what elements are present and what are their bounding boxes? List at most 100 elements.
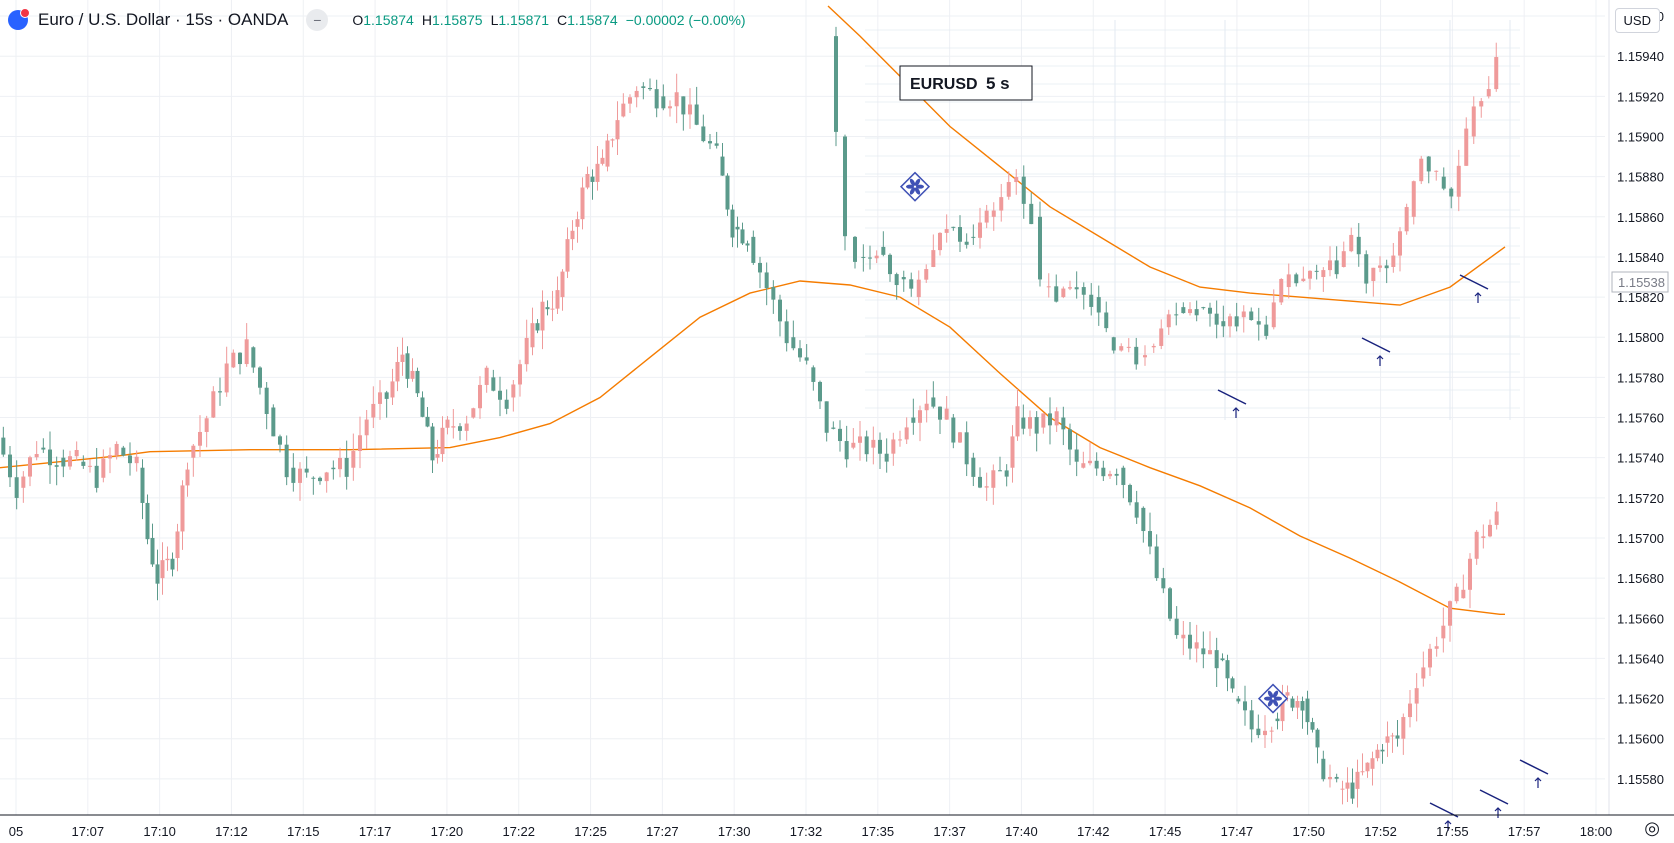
candle-body <box>1054 411 1059 426</box>
ohlc-values: O1.15874 H1.15875 L1.15871 C1.15874 −0.0… <box>352 12 745 28</box>
candle-body <box>311 477 316 479</box>
candle-body <box>1290 698 1295 708</box>
candle-body <box>701 126 706 142</box>
chart-settings-icon[interactable]: ◎ <box>1644 818 1660 838</box>
candle-body <box>68 456 72 467</box>
time-tick-label: 17:45 <box>1149 824 1182 839</box>
candle-body <box>1174 314 1179 316</box>
time-tick-label: 17:12 <box>215 824 248 839</box>
candle-body <box>648 87 652 90</box>
signal-arrow-icon <box>1534 777 1542 788</box>
inset-grid <box>865 20 1520 420</box>
change-value: −0.00002 (−0.00%) <box>625 12 746 28</box>
candle-body <box>931 250 936 267</box>
candle-body <box>1404 207 1409 232</box>
candle-body <box>1481 536 1486 538</box>
candle-body <box>1054 286 1059 302</box>
candle-body <box>585 173 590 188</box>
candle-body <box>1398 231 1402 256</box>
open-label: O <box>352 12 364 28</box>
candle-body <box>415 370 420 394</box>
candle-body <box>725 175 730 210</box>
candle-body <box>1334 260 1339 275</box>
candle-body <box>524 337 529 365</box>
candle-body <box>1479 101 1484 107</box>
candle-body <box>1408 703 1412 718</box>
time-tick-label: 17:52 <box>1364 824 1397 839</box>
candle-body <box>1434 646 1439 649</box>
star-petal <box>916 184 924 189</box>
candle-body <box>991 210 996 217</box>
candle-body <box>688 104 692 115</box>
candle-body <box>101 458 106 478</box>
candle-body <box>610 139 615 141</box>
high-value: 1.15875 <box>431 12 483 28</box>
candle-body <box>88 465 92 467</box>
collapse-legend-button[interactable]: − <box>306 9 329 31</box>
candle-body <box>34 454 39 458</box>
candle-body <box>298 468 302 483</box>
candle-body <box>1300 701 1305 711</box>
candle-body <box>1061 417 1066 430</box>
candle-body <box>1378 265 1382 268</box>
candle-body <box>395 361 400 382</box>
currency-button[interactable]: USD <box>1614 8 1660 33</box>
candle-body <box>400 354 405 362</box>
time-axis[interactable]: 05 17:07 17:10 17:12 17:15 17:17 17:20 17:22 17:… <box>9 824 1613 839</box>
candle-body <box>924 403 929 411</box>
candle-body <box>1014 177 1019 183</box>
signal-arrow-icon <box>1494 807 1502 818</box>
candle-body <box>504 399 509 409</box>
candle-body <box>48 449 52 466</box>
candle-body <box>621 103 626 117</box>
time-tick-label: 17:40 <box>1005 824 1038 839</box>
candle-body <box>720 156 725 176</box>
candle-body <box>1468 558 1472 590</box>
star-petal <box>909 187 916 195</box>
candle-body <box>1364 254 1369 284</box>
candle-body <box>511 384 516 398</box>
candle-body <box>14 477 19 498</box>
time-tick-label: 17:37 <box>933 824 966 839</box>
candle-body <box>1225 660 1230 679</box>
candle-body <box>371 403 376 418</box>
price-axis[interactable]: 1.15580 1.15600 1.15620 1.15640 1.15660 1.156… <box>1617 9 1664 787</box>
candle-body <box>464 423 469 431</box>
candle-body <box>984 486 989 488</box>
symbol-title[interactable]: Euro / U.S. Dollar · 15s · OANDA <box>38 10 289 29</box>
candle-body <box>304 468 309 473</box>
candle-body <box>155 564 160 584</box>
candle-body <box>498 390 502 400</box>
candle-body <box>1188 634 1192 649</box>
candle-body <box>951 226 956 228</box>
candle-body <box>545 307 550 310</box>
candle-body <box>530 323 535 348</box>
candle-body <box>851 442 856 448</box>
candle-body <box>878 439 882 454</box>
price-tick-label: 1.15880 <box>1617 170 1664 185</box>
candle-body <box>600 157 605 164</box>
candle-body <box>94 465 99 488</box>
candle-body <box>405 353 410 379</box>
candle-body <box>730 209 735 238</box>
candle-body <box>1355 771 1360 789</box>
star-petal <box>909 178 916 186</box>
candle-body <box>1128 484 1132 503</box>
candle-body <box>1301 278 1306 282</box>
price-tick-label: 1.15940 <box>1617 49 1664 64</box>
candle-body <box>595 163 600 182</box>
candle-body <box>1340 788 1345 790</box>
candle-body <box>1488 524 1492 537</box>
candle-body <box>180 485 185 532</box>
candle-body <box>1310 722 1315 730</box>
candle-body <box>898 439 902 441</box>
candle-body <box>1159 328 1164 346</box>
signal-line <box>1361 337 1391 353</box>
price-tick-label: 1.15800 <box>1617 330 1664 345</box>
candle-body <box>824 401 829 433</box>
candle-body <box>278 436 282 445</box>
candle-body <box>1449 188 1454 197</box>
candle-body <box>654 89 659 109</box>
candle-body <box>378 392 382 404</box>
